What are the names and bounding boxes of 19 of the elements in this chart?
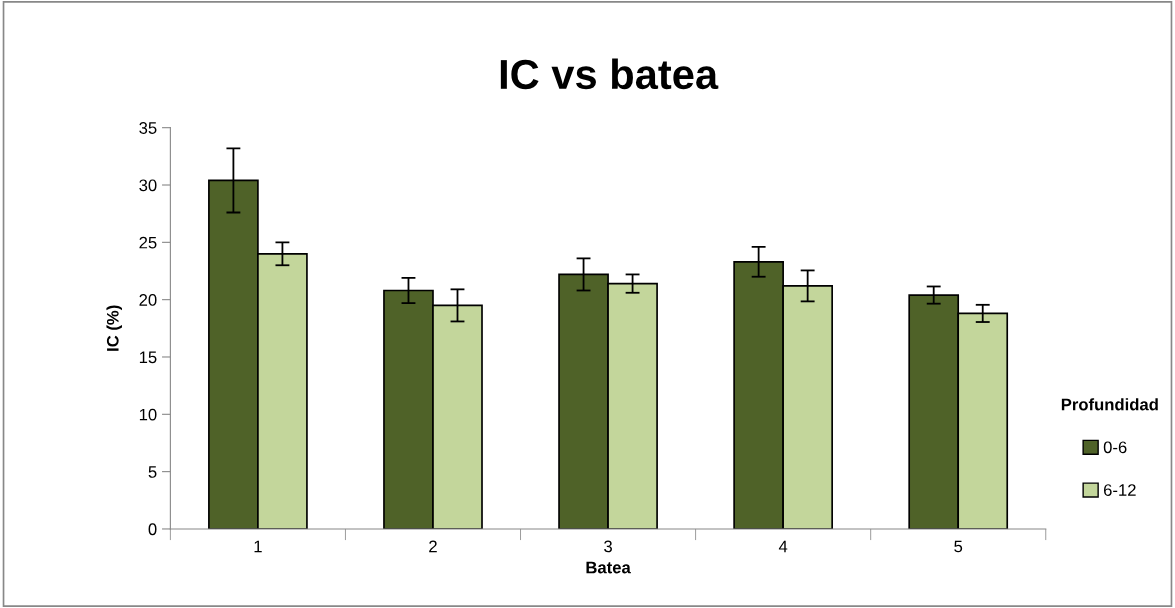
x-axis-title: Batea [586,561,631,574]
legend-label: 0-6 [1103,441,1127,454]
y-tick-label: 30 [139,179,157,192]
y-tick-label: 5 [148,466,157,478]
x-tick-label: 5 [954,540,963,553]
x-tick-label: 2 [429,540,437,553]
y-tick-label: 20 [139,294,157,306]
legend-title: Profundidad [1061,398,1158,411]
y-tick-label: 35 [139,122,157,134]
y-tick-label: 0 [148,523,157,536]
y-tick-label: 10 [139,408,157,421]
x-tick-label: 3 [604,540,612,553]
y-tick-label: 15 [139,351,157,364]
y-axis-title: IC (%) [106,305,122,351]
x-tick-label: 4 [778,540,788,553]
x-tick-label: 1 [254,540,262,553]
chart-title: IC vs batea [500,58,719,90]
legend-label: 6-12 [1103,484,1136,496]
y-tick-label: 25 [139,236,157,249]
